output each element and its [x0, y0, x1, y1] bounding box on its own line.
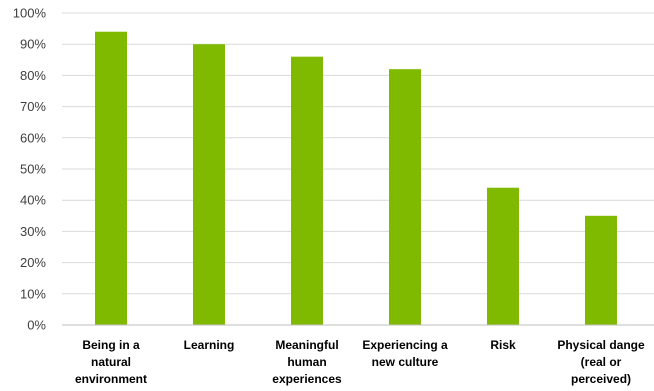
x-category-label-line: Meaningful — [275, 338, 338, 352]
bar — [193, 44, 225, 325]
x-category-label-line: Risk — [490, 338, 516, 352]
x-category-label: Learning — [184, 338, 235, 352]
y-tick-label: 60% — [20, 130, 46, 145]
x-category-label-line: Being in a — [82, 338, 140, 352]
x-category-label-line: environment — [75, 372, 147, 386]
x-category-label-line: Physical dange — [557, 338, 645, 352]
y-tick-label: 90% — [20, 37, 46, 52]
y-tick-label: 20% — [20, 255, 46, 270]
x-category-label-line: Experiencing a — [362, 338, 448, 352]
x-category-label: Physical dange (real or perceived) — [557, 338, 645, 386]
y-tick-label: 100% — [13, 6, 47, 21]
x-axis-category-labels: Being in a natural environment Learning Mean… — [75, 338, 645, 386]
bar — [487, 187, 519, 325]
x-category-label: Experiencing a new culture — [362, 338, 448, 369]
bar — [95, 31, 127, 325]
y-tick-label: 80% — [20, 68, 46, 83]
y-tick-label: 0% — [27, 318, 46, 333]
x-category-label: Being in a natural environment — [75, 338, 147, 386]
x-category-label-line: new culture — [372, 355, 439, 369]
y-axis-tick-labels: 0% 10% 20% 30% 40% 50% 60% 70% 80% 90% 100% — [13, 6, 47, 333]
bar — [389, 69, 421, 325]
x-category-label-line: natural — [91, 355, 131, 369]
y-tick-label: 70% — [20, 99, 46, 114]
x-category-label-line: human — [287, 355, 326, 369]
x-category-label-line: perceived) — [571, 372, 631, 386]
y-tick-label: 40% — [20, 193, 46, 208]
bar — [585, 215, 617, 325]
x-category-label: Meaningful human experiences — [272, 338, 342, 386]
x-category-label-line: Learning — [184, 338, 235, 352]
x-category-label: Risk — [490, 338, 516, 352]
y-tick-label: 10% — [20, 286, 46, 301]
y-tick-label: 30% — [20, 224, 46, 239]
gridlines — [62, 12, 654, 295]
bar — [291, 56, 323, 326]
bars — [95, 31, 617, 326]
x-category-label-line: experiences — [272, 372, 342, 386]
x-category-label-line: (real or — [581, 355, 622, 369]
y-tick-label: 50% — [20, 162, 46, 177]
